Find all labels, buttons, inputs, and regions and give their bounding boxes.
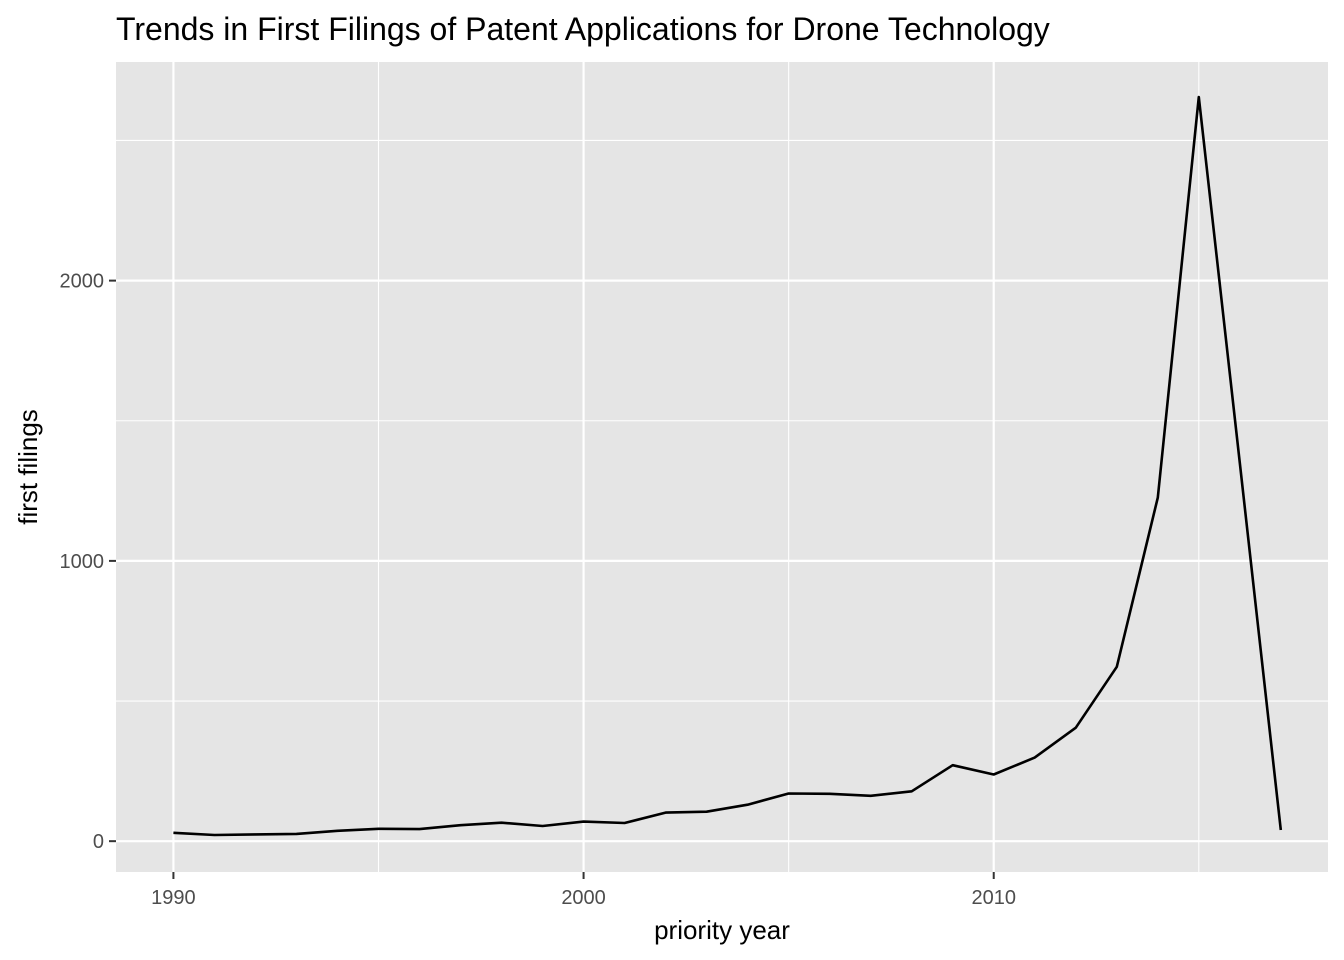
- series-layer: [173, 95, 1283, 837]
- minor-gridlines: [116, 62, 1328, 872]
- series-line: [173, 95, 1283, 837]
- x-tick-label: 2000: [561, 887, 606, 909]
- x-axis-title: priority year: [654, 915, 790, 945]
- x-tick-label: 1990: [151, 887, 196, 909]
- y-tick-label: 0: [93, 831, 104, 853]
- x-axis-ticks: 1990 2000 2010: [151, 872, 1016, 909]
- y-axis-ticks: 0 1000 2000: [60, 271, 116, 853]
- y-tick-label: 1000: [60, 551, 105, 573]
- chart-title: Trends in First Filings of Patent Applic…: [116, 11, 1050, 47]
- plot-panel: [116, 62, 1328, 872]
- x-tick-label: 2010: [971, 887, 1016, 909]
- y-axis-title: first filings: [13, 409, 43, 525]
- major-gridlines: [116, 62, 1328, 872]
- y-tick-label: 2000: [60, 271, 105, 293]
